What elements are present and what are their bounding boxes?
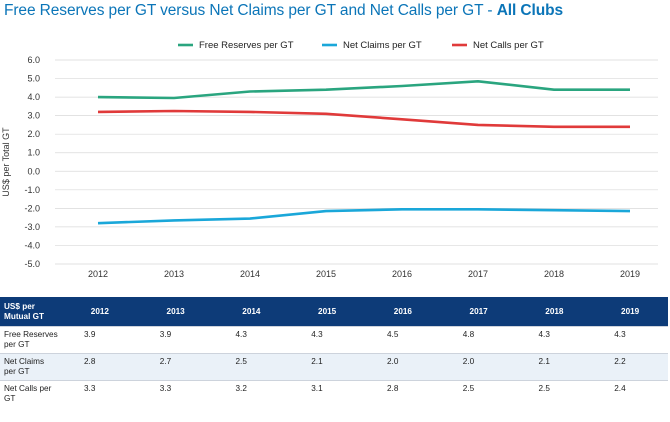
x-tick-label: 2016: [392, 269, 412, 279]
table-cell: 4.3: [213, 326, 290, 354]
series-line-net-claims-per-gt: [97, 208, 631, 225]
table-cell: 2.2: [592, 353, 668, 381]
x-tick-label: 2014: [240, 269, 260, 279]
table-column-header: 2016: [365, 297, 441, 327]
table-column-header: 2015: [289, 297, 365, 327]
table-cell: 3.3: [62, 380, 138, 407]
table-row: Net Claims per GT 2.8 2.7 2.5 2.1 2.0 2.0 2.1 2.…: [0, 353, 668, 381]
table-column-header: 2013: [137, 297, 214, 327]
y-tick-label: -3.0: [24, 222, 40, 232]
y-tick-label: 3.0: [27, 111, 40, 121]
table-cell: 3.9: [137, 326, 214, 354]
table-cell: 2.5: [516, 380, 593, 407]
series-line-free-reserves-per-gt: [97, 79, 630, 100]
y-tick-label: 6.0: [27, 55, 40, 65]
table-body: Free Reserves per GT 3.9 3.9 4.3 4.3 4.5 4.8 4.…: [0, 326, 668, 407]
x-tick-label: 2019: [620, 269, 640, 279]
chart-series: [97, 79, 631, 225]
table-row-label: Free Reserves per GT: [0, 326, 62, 354]
table-cell: 2.8: [62, 353, 138, 381]
table-cell: 2.4: [592, 380, 668, 407]
table-column-header: 2018: [516, 297, 593, 327]
x-tick-label: 2015: [316, 269, 336, 279]
table-cell: 2.5: [213, 353, 290, 381]
x-axis-ticks: 2012 2013 2014 2015 2016 2017 2018 2019: [88, 269, 640, 279]
x-tick-label: 2017: [468, 269, 488, 279]
table-column-header: 2012: [62, 297, 138, 327]
y-tick-label: -4.0: [24, 240, 40, 250]
x-tick-label: 2018: [544, 269, 564, 279]
table-cell: 3.1: [289, 380, 365, 407]
chart-legend: Free Reserves per GT Net Claims per GT Net…: [178, 40, 544, 51]
table-row-label: Net Claims per GT: [0, 353, 62, 381]
legend-label-net-claims-per-gt: Net Claims per GT: [343, 40, 422, 51]
y-tick-label: 2.0: [27, 129, 40, 139]
table-row: Free Reserves per GT 3.9 3.9 4.3 4.3 4.5 4.8 4.…: [0, 326, 668, 354]
y-tick-label: 0.0: [27, 166, 40, 176]
x-tick-label: 2013: [164, 269, 184, 279]
table-cell: 3.9: [62, 326, 138, 354]
table-cell: 4.3: [592, 326, 668, 354]
table-header-row: US$ per Mutual GT 2012 2013 2014 2015 2016 20…: [0, 297, 668, 327]
table-cell: 2.1: [289, 353, 365, 381]
table-cell: 4.5: [365, 326, 441, 354]
y-tick-label: 5.0: [27, 74, 40, 84]
y-axis-label: US$ per Total GT: [1, 127, 11, 197]
table-cell: 3.2: [213, 380, 290, 407]
series-line-net-calls-per-gt: [97, 109, 630, 129]
chart-title: Free Reserves per GT versus Net Claims p…: [4, 2, 563, 20]
legend-label-net-calls-per-gt: Net Calls per GT: [473, 40, 544, 51]
x-tick-label: 2012: [88, 269, 108, 279]
y-tick-label: -1.0: [24, 185, 40, 195]
table-cell: 2.0: [365, 353, 441, 381]
table-row: Net Calls per GT 3.3 3.3 3.2 3.1 2.8 2.5 2.5 2.4: [0, 380, 668, 407]
y-tick-label: 4.0: [27, 92, 40, 102]
line-chart: Free Reserves per GT Net Claims per GT Net…: [1, 40, 658, 279]
data-table: US$ per Mutual GT 2012 2013 2014 2015 2016 20…: [0, 297, 668, 407]
table-column-header: 2017: [440, 297, 517, 327]
table-cell: 2.0: [440, 353, 517, 381]
table-header-label: US$ per Mutual GT: [0, 297, 62, 327]
table-column-header: 2014: [213, 297, 290, 327]
y-tick-label: -2.0: [24, 203, 40, 213]
chart-title-emphasis: All Clubs: [496, 2, 563, 19]
chart-title-main: Free Reserves per GT versus Net Claims p…: [4, 2, 497, 19]
table-cell: 2.7: [137, 353, 214, 381]
table-cell: 2.1: [516, 353, 593, 381]
table-cell: 4.8: [440, 326, 517, 354]
table-cell: 2.8: [365, 380, 441, 407]
table-column-header: 2019: [592, 297, 668, 327]
legend-label-free-reserves-per-gt: Free Reserves per GT: [199, 40, 294, 51]
table-cell: 3.3: [137, 380, 214, 407]
y-tick-label: -5.0: [24, 259, 40, 269]
y-tick-label: 1.0: [27, 148, 40, 158]
table-cell: 2.5: [440, 380, 517, 407]
table-cell: 4.3: [289, 326, 365, 354]
table-cell: 4.3: [516, 326, 593, 354]
table-row-label: Net Calls per GT: [0, 380, 62, 407]
y-axis-ticks: 6.0 5.0 4.0 3.0 2.0 1.0 0.0 -1.0 -2.0 -3.0 -4.0 -5.…: [24, 55, 40, 269]
